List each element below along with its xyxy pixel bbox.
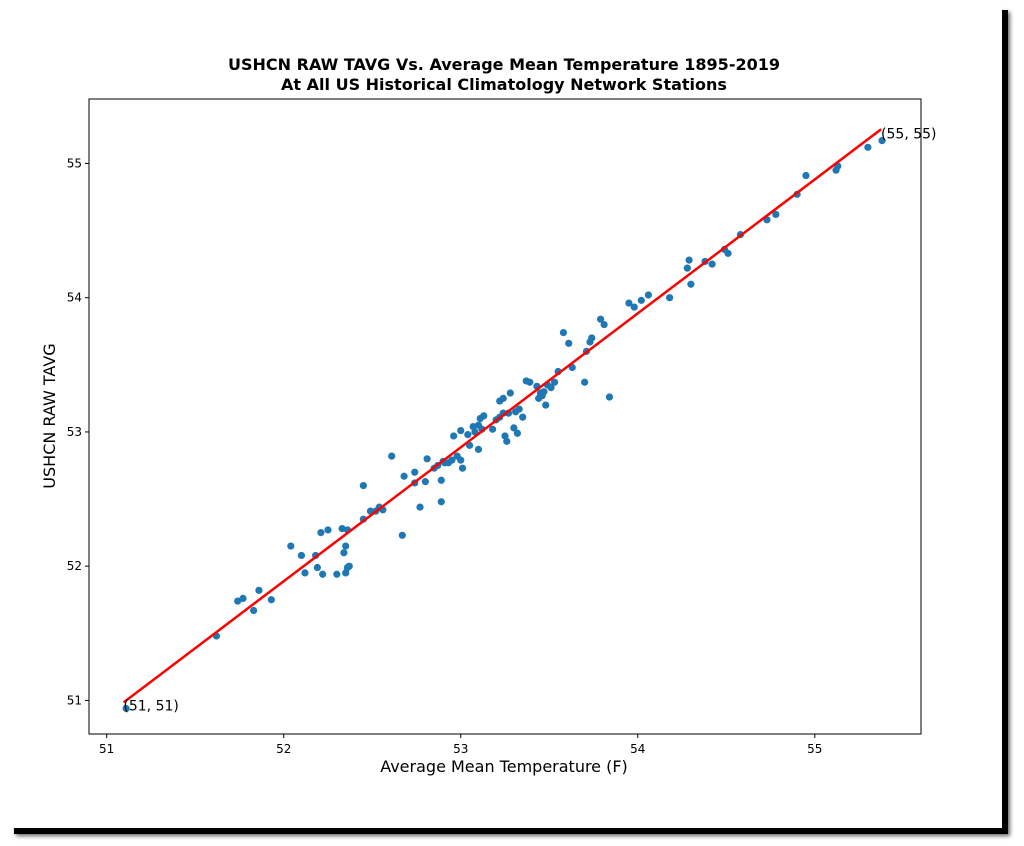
data-point [542, 401, 550, 409]
data-point [324, 526, 332, 534]
data-point [480, 412, 488, 420]
data-point [345, 562, 353, 570]
data-point [489, 425, 497, 433]
point-annotation: (55, 55) [881, 127, 936, 143]
y-tick-label: 55 [67, 156, 82, 170]
scatter-chart: USHCN RAW TAVG Vs. Average Mean Temperat… [40, 55, 937, 776]
data-point [317, 529, 325, 537]
x-tick-label: 52 [276, 742, 291, 756]
data-point [630, 303, 638, 311]
chart-title: USHCN RAW TAVG Vs. Average Mean Temperat… [228, 55, 780, 74]
data-point [708, 260, 716, 268]
data-point [297, 551, 306, 560]
y-tick-label: 54 [67, 291, 82, 305]
data-point [596, 315, 605, 323]
data-point [234, 597, 242, 605]
data-point [625, 299, 633, 307]
data-point [423, 455, 431, 463]
data-point [287, 542, 295, 550]
data-point [550, 378, 559, 386]
point-annotation: (51, 51) [123, 698, 178, 714]
data-point [666, 294, 674, 302]
data-point [400, 472, 408, 480]
data-point [319, 570, 327, 578]
axes-frame [88, 98, 922, 735]
data-point [802, 171, 810, 180]
data-point [637, 296, 645, 304]
fit-line [123, 128, 882, 704]
data-point [474, 445, 483, 453]
data-point [457, 426, 465, 435]
data-point [342, 569, 350, 577]
data-point [250, 606, 258, 615]
data-point [416, 503, 424, 511]
data-point [464, 431, 472, 439]
data-point [864, 143, 872, 151]
data-point [724, 249, 732, 257]
y-tick-label: 53 [67, 425, 82, 439]
data-point [448, 456, 456, 464]
data-point [503, 437, 511, 445]
data-point [421, 478, 429, 486]
data-point [340, 549, 348, 557]
data-point [499, 394, 507, 402]
x-tick-label: 53 [453, 742, 468, 756]
data-point [239, 594, 247, 603]
data-point [359, 482, 367, 490]
data-point [559, 328, 568, 337]
data-point [450, 432, 458, 440]
data-point [437, 498, 445, 506]
y-tick-label: 51 [67, 693, 82, 707]
data-point [878, 137, 886, 145]
data-point [519, 413, 527, 421]
data-point [411, 468, 419, 476]
x-tick-label: 54 [630, 742, 645, 756]
x-tick-label: 55 [807, 742, 822, 756]
figure-frame: USHCN RAW TAVG Vs. Average Mean Temperat… [8, 4, 1002, 828]
data-point [506, 389, 514, 397]
data-point [267, 596, 275, 604]
data-point [565, 339, 573, 347]
data-point [772, 210, 780, 219]
x-tick-label: 51 [99, 742, 114, 756]
data-point [510, 424, 518, 432]
data-point [605, 393, 614, 401]
data-point [333, 570, 341, 578]
data-point [313, 563, 321, 572]
data-point [687, 280, 695, 288]
data-point [458, 464, 467, 472]
y-axis-label: USHCN RAW TAVG [40, 343, 59, 488]
data-point [600, 320, 608, 329]
data-point [398, 531, 406, 539]
data-point [515, 405, 523, 413]
data-point [547, 384, 555, 392]
chart-subtitle: At All US Historical Climatology Network… [281, 75, 727, 94]
data-point [122, 704, 130, 713]
data-point [457, 456, 465, 464]
data-point [685, 256, 693, 264]
data-point [342, 542, 350, 550]
y-tick-label: 52 [67, 559, 82, 573]
plot-area: (51, 51) (55, 55) [122, 127, 937, 714]
data-point [513, 429, 521, 437]
x-axis-label: Average Mean Temperature (F) [380, 757, 628, 776]
data-point [465, 441, 474, 449]
data-point [255, 586, 263, 594]
data-point [683, 264, 691, 272]
data-point [581, 378, 589, 386]
data-point [301, 569, 309, 577]
data-point [540, 388, 548, 396]
data-point [526, 378, 534, 386]
data-point [588, 334, 596, 342]
data-point [644, 291, 652, 299]
data-point [437, 476, 445, 484]
data-point [388, 452, 396, 460]
